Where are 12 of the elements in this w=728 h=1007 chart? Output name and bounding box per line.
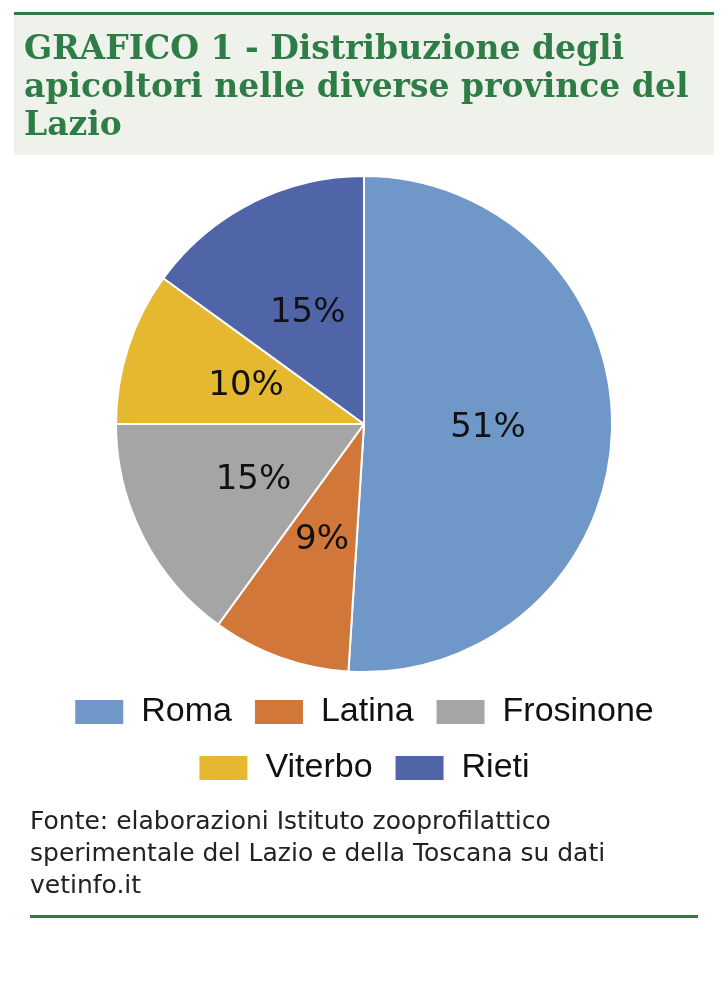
source-note: Fonte: elaborazioni Istituto zooprofilattico sperimentale del Lazio e della Toscana su dati vetinfo.it [30, 805, 698, 918]
data-label: 10% [208, 362, 284, 403]
data-label: 15% [269, 290, 346, 331]
legend-label: Roma [141, 690, 233, 729]
legend-label: Latina [320, 690, 414, 729]
data-label: 15% [215, 457, 292, 498]
data-label: 9% [295, 517, 349, 558]
legend-label: Rieti [461, 746, 530, 785]
legend-label: Viterbo [265, 746, 373, 785]
chart-title: GRAFICO 1 - Distribuzione degli apicoltori nelle diverse province del Lazio [14, 12, 714, 155]
legend-label: Frosinone [502, 690, 654, 729]
data-label: 51% [450, 404, 526, 445]
